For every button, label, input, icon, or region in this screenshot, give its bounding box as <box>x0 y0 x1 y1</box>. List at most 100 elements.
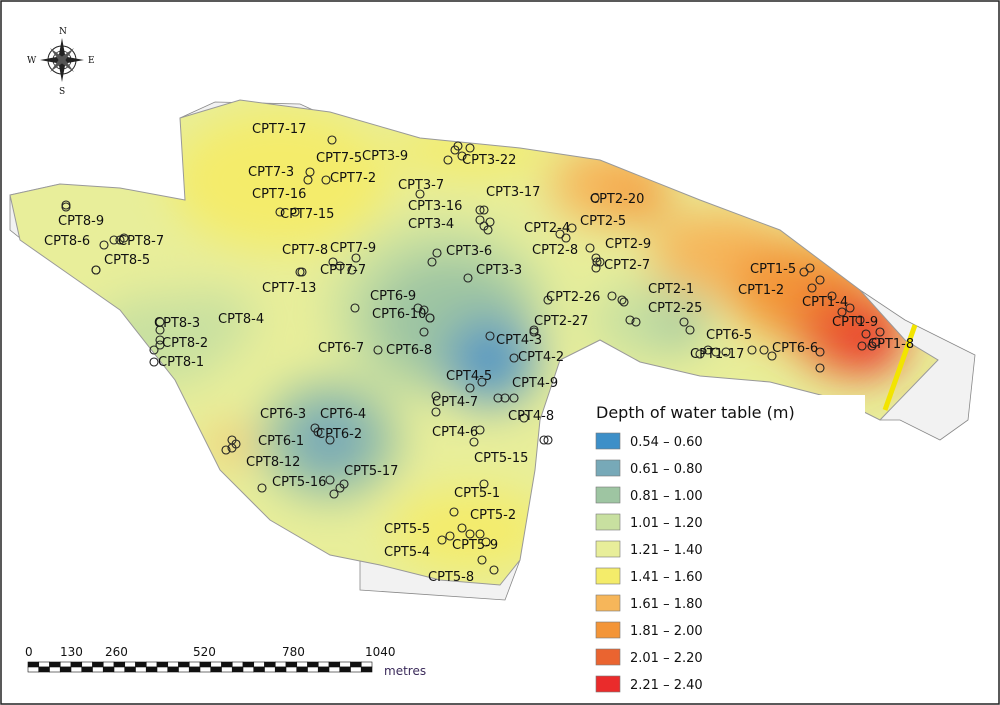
cpt-point[interactable] <box>509 353 519 363</box>
cpt-point[interactable] <box>231 439 241 449</box>
cpt-point[interactable] <box>329 489 339 499</box>
cpt-point[interactable] <box>483 225 493 235</box>
cpt-point[interactable] <box>325 475 335 485</box>
cpt-point[interactable] <box>685 325 695 335</box>
cpt-point[interactable] <box>875 327 885 337</box>
cpt-point[interactable] <box>857 341 867 351</box>
cpt-point[interactable] <box>721 347 731 357</box>
cpt-point[interactable] <box>585 243 595 253</box>
cpt-point[interactable] <box>449 507 459 517</box>
cpt-point[interactable] <box>339 479 349 489</box>
cpt-point[interactable] <box>290 207 300 217</box>
cpt-point[interactable] <box>155 335 165 345</box>
cpt-point[interactable] <box>519 413 529 423</box>
cpt-point[interactable] <box>815 275 825 285</box>
cpt-point[interactable] <box>99 240 109 250</box>
cpt-point[interactable] <box>475 529 485 539</box>
cpt-point[interactable] <box>431 407 441 417</box>
cpt-point[interactable] <box>425 313 435 323</box>
cpt-point[interactable] <box>543 295 553 305</box>
cpt-point[interactable] <box>155 340 165 350</box>
cpt-point[interactable] <box>313 427 323 437</box>
cpt-point[interactable] <box>855 315 865 325</box>
cpt-point[interactable] <box>567 223 577 233</box>
cpt-point[interactable] <box>539 435 549 445</box>
cpt-point[interactable] <box>805 263 815 273</box>
cpt-point[interactable] <box>445 531 455 541</box>
cpt-point[interactable] <box>479 205 489 215</box>
cpt-point[interactable] <box>415 189 425 199</box>
cpt-point[interactable] <box>347 265 357 275</box>
cpt-point[interactable] <box>493 393 503 403</box>
cpt-point[interactable] <box>631 317 641 327</box>
cpt-point[interactable] <box>607 291 617 301</box>
cpt-point[interactable] <box>469 437 479 447</box>
cpt-point[interactable] <box>807 283 817 293</box>
cpt-point[interactable] <box>509 393 519 403</box>
cpt-point[interactable] <box>861 329 871 339</box>
cpt-point[interactable] <box>427 257 437 267</box>
cpt-point[interactable] <box>485 331 495 341</box>
cpt-point[interactable] <box>419 305 429 315</box>
cpt-point[interactable] <box>767 351 777 361</box>
cpt-point[interactable] <box>119 233 129 243</box>
cpt-point[interactable] <box>465 143 475 153</box>
cpt-point[interactable] <box>109 235 119 245</box>
cpt-point[interactable] <box>475 205 485 215</box>
cpt-point[interactable] <box>871 337 881 347</box>
cpt-point[interactable] <box>413 303 423 313</box>
cpt-point[interactable] <box>619 297 629 307</box>
cpt-point[interactable] <box>351 253 361 263</box>
cpt-point[interactable] <box>465 529 475 539</box>
cpt-point[interactable] <box>759 345 769 355</box>
cpt-point[interactable] <box>747 345 757 355</box>
cpt-point[interactable] <box>489 565 499 575</box>
cpt-point[interactable] <box>431 391 441 401</box>
cpt-point[interactable] <box>845 303 855 313</box>
cpt-point[interactable] <box>837 307 847 317</box>
cpt-point[interactable] <box>463 273 473 283</box>
cpt-point[interactable] <box>477 555 487 565</box>
cpt-point[interactable] <box>335 261 345 271</box>
cpt-point[interactable] <box>327 135 337 145</box>
cpt-point[interactable] <box>350 303 360 313</box>
cpt-point[interactable] <box>303 175 313 185</box>
cpt-point[interactable] <box>827 291 837 301</box>
cpt-point[interactable] <box>543 435 553 445</box>
cpt-point[interactable] <box>561 233 571 243</box>
cpt-point[interactable] <box>91 265 101 275</box>
cpt-point[interactable] <box>419 327 429 337</box>
cpt-point[interactable] <box>625 315 635 325</box>
cpt-point[interactable] <box>61 200 71 210</box>
cpt-point[interactable] <box>595 257 605 267</box>
cpt-point[interactable] <box>221 445 231 455</box>
cpt-point[interactable] <box>155 317 165 327</box>
cpt-point[interactable] <box>295 267 305 277</box>
cpt-point[interactable] <box>328 257 338 267</box>
cpt-point[interactable] <box>437 535 447 545</box>
cpt-point[interactable] <box>321 175 331 185</box>
cpt-point[interactable] <box>815 347 825 357</box>
cpt-point[interactable] <box>590 193 600 203</box>
cpt-point[interactable] <box>149 357 159 367</box>
cpt-point[interactable] <box>432 248 442 258</box>
cpt-point[interactable] <box>500 393 510 403</box>
cpt-point[interactable] <box>679 317 689 327</box>
cpt-point[interactable] <box>325 435 335 445</box>
cpt-point[interactable] <box>529 327 539 337</box>
cpt-point[interactable] <box>457 523 467 533</box>
cpt-point[interactable] <box>695 349 705 359</box>
cpt-point[interactable] <box>815 363 825 373</box>
cpt-point[interactable] <box>475 425 485 435</box>
cpt-point[interactable] <box>275 207 285 217</box>
cpt-point[interactable] <box>443 155 453 165</box>
cpt-point[interactable] <box>481 537 491 547</box>
cpt-point[interactable] <box>617 295 627 305</box>
cpt-point[interactable] <box>453 141 463 151</box>
cpt-point[interactable] <box>149 345 159 355</box>
cpt-point[interactable] <box>257 483 267 493</box>
cpt-point[interactable] <box>465 383 475 393</box>
cpt-point[interactable] <box>479 479 489 489</box>
cpt-point[interactable] <box>477 377 487 387</box>
cpt-point[interactable] <box>711 347 721 357</box>
